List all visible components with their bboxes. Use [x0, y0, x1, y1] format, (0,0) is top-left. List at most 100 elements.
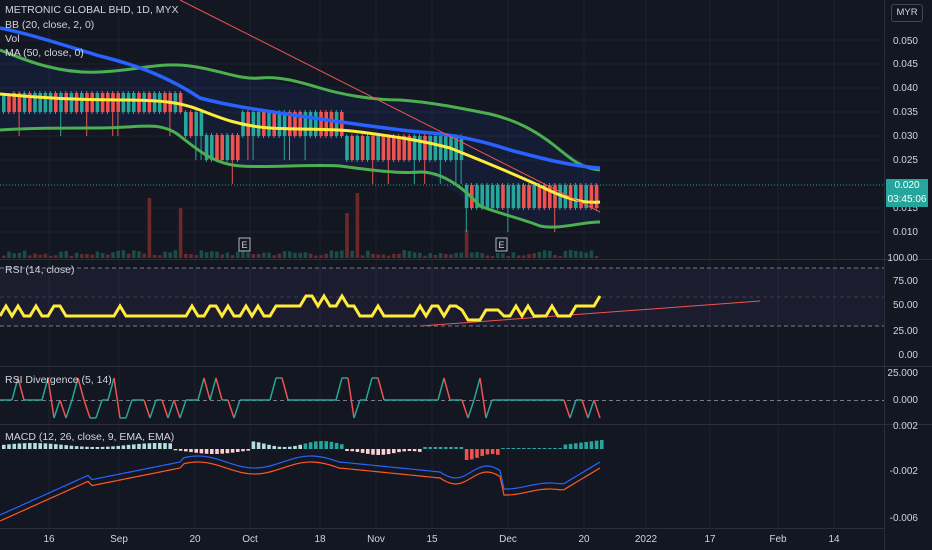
macd-hist-bar	[433, 447, 438, 449]
macd-hist-bar	[230, 449, 235, 453]
candle-body	[111, 93, 115, 112]
candle-body	[100, 93, 105, 112]
rsi-trend-line[interactable]	[419, 300, 761, 327]
divergence-segment	[233, 399, 241, 419]
volume-bar	[293, 252, 297, 258]
rsi-axis-label: 25.00	[892, 326, 918, 337]
divergence-segment	[59, 399, 67, 419]
macd-hist-bar	[22, 443, 27, 449]
candle-body	[402, 136, 406, 160]
candle-body	[121, 93, 126, 112]
time-axis-label: 16	[43, 534, 55, 545]
volume-bar	[412, 252, 417, 258]
macd-hist-bar	[111, 446, 115, 449]
candle-body	[454, 136, 458, 160]
earnings-marker[interactable]: E	[238, 237, 251, 252]
volume-bar	[168, 252, 172, 258]
candle-body	[438, 136, 443, 160]
time-axis-label: Feb	[769, 534, 787, 545]
bb-legend[interactable]: BB (20, close, 2, 0)	[5, 19, 95, 31]
macd-hist-bar	[262, 443, 266, 449]
volume-bar	[184, 253, 188, 258]
time-axis-label: 2022	[634, 534, 658, 545]
macd-axis-label: 0.002	[892, 421, 918, 432]
macd-hist-bar	[251, 441, 256, 449]
candle-body	[69, 93, 74, 112]
macd-hist-bar	[324, 441, 328, 449]
rsi-divergence-legend[interactable]: RSI Divergence (5, 14)	[5, 374, 112, 386]
macd-hist-bar	[548, 448, 552, 449]
price-axis-label: 0.035	[892, 107, 918, 118]
volume-bar	[490, 255, 495, 258]
candle-body	[423, 136, 427, 160]
volume-bar	[553, 254, 557, 258]
candle-body	[579, 185, 583, 208]
earnings-marker[interactable]: E	[495, 237, 508, 252]
volume-bar	[38, 254, 42, 258]
rsi-legend[interactable]: RSI (14, close)	[5, 264, 75, 276]
candle-body	[95, 93, 100, 112]
volume-bar	[199, 250, 204, 258]
macd-legend[interactable]: MACD (12, 26, close, 9, EMA, EMA)	[5, 431, 175, 443]
vol-legend[interactable]: Vol	[5, 33, 20, 45]
volume-bar	[350, 250, 354, 258]
candle-body	[80, 93, 84, 112]
volume-bar	[116, 250, 120, 258]
macd-hist-bar	[90, 446, 94, 449]
divergence-segment	[215, 377, 223, 401]
macd-hist-bar	[7, 444, 11, 449]
time-axis-label: Oct	[242, 534, 258, 545]
volume-bar	[220, 254, 224, 258]
divergence-segment	[563, 399, 571, 419]
macd-hist-bar	[319, 441, 323, 449]
volume-bar	[423, 255, 427, 258]
macd-signal-line	[0, 461, 601, 522]
trend-line[interactable]	[179, 0, 601, 213]
volume-bar	[2, 255, 6, 258]
rsi-axis-label: 100.00	[887, 253, 918, 264]
divergence-segment	[281, 377, 289, 401]
volume-bar	[147, 198, 152, 258]
macd-hist-bar	[48, 443, 53, 449]
candle-body	[366, 136, 370, 160]
time-axis-label: Sep	[110, 534, 128, 545]
candle-body	[475, 185, 479, 208]
volume-bar	[173, 250, 178, 258]
macd-hist-bar	[464, 449, 469, 460]
candle-body	[345, 136, 349, 160]
candle-body	[28, 93, 32, 112]
macd-hist-bar	[267, 444, 271, 449]
candle-body	[480, 185, 484, 208]
macd-hist-bar	[85, 446, 89, 449]
divergence-segment	[47, 377, 55, 419]
candle-body	[43, 93, 48, 112]
currency-button[interactable]: MYR	[891, 4, 923, 22]
symbol-title[interactable]: METRONIC GLOBAL BHD, 1D, MYX	[5, 4, 179, 16]
candle-body	[210, 135, 214, 160]
macd-hist-bar	[236, 449, 240, 452]
divergence-segment	[83, 399, 91, 419]
macd-hist-bar	[288, 446, 292, 449]
rsi-axis-label: 50.00	[892, 300, 918, 311]
macd-hist-bar	[527, 448, 531, 449]
ma-legend[interactable]: MA (50, close, 0)	[5, 47, 84, 59]
candle-body	[334, 112, 339, 136]
macd-hist-bar	[241, 449, 245, 452]
candle-body	[329, 112, 334, 136]
volume-bar	[522, 255, 526, 258]
candle-body	[355, 136, 360, 160]
macd-hist-bar	[558, 448, 562, 449]
volume-bar	[54, 255, 58, 258]
divergence-segment	[179, 399, 187, 419]
volume-bar	[7, 251, 11, 258]
price-axis-label: 0.040	[892, 83, 918, 94]
volume-bar	[558, 255, 562, 258]
volume-bar	[17, 252, 22, 258]
macd-hist-bar	[386, 449, 391, 455]
svg-text:E: E	[241, 240, 247, 250]
macd-hist-bar	[33, 443, 37, 449]
macd-hist-bar	[371, 449, 375, 455]
divergence-segment	[581, 399, 589, 419]
macd-hist-bar	[246, 449, 250, 451]
